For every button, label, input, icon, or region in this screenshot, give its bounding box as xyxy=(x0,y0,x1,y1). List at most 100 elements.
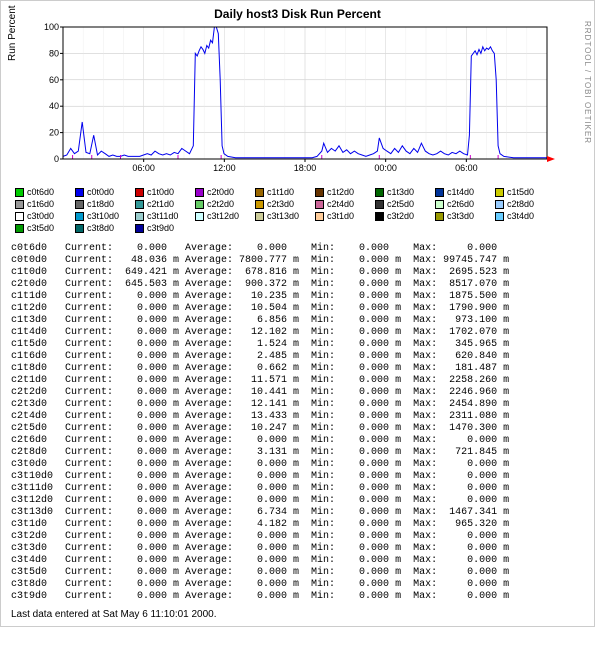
legend-label: c1t0d0 xyxy=(147,187,174,197)
legend-swatch xyxy=(195,188,204,197)
legend-label: c3t11d0 xyxy=(147,211,178,221)
stats-table: c0t6d0 Current: 0.000 Average: 0.000 Min… xyxy=(11,243,594,603)
legend-item: c3t0d0 xyxy=(15,211,75,221)
legend-label: c3t3d0 xyxy=(447,211,474,221)
legend-item: c0t0d0 xyxy=(75,187,135,197)
legend-label: c3t0d0 xyxy=(27,211,54,221)
legend-swatch xyxy=(15,212,24,221)
legend-swatch xyxy=(15,188,24,197)
legend-item: c3t3d0 xyxy=(435,211,495,221)
y-axis-label: Run Percent xyxy=(7,5,18,61)
chart-area: 02040608010006:0012:0018:0000:0006:00 xyxy=(41,23,582,183)
legend-label: c3t8d0 xyxy=(87,223,114,233)
x-tick-label: 00:00 xyxy=(374,163,397,173)
x-tick-label: 12:00 xyxy=(213,163,236,173)
legend-label: c2t2d0 xyxy=(207,199,234,209)
legend-swatch xyxy=(495,212,504,221)
legend-label: c1t1d0 xyxy=(267,187,294,197)
legend-label: c2t8d0 xyxy=(507,199,534,209)
legend-item: c3t11d0 xyxy=(135,211,195,221)
legend-swatch xyxy=(495,188,504,197)
axis-arrow xyxy=(547,156,555,162)
legend-label: c2t4d0 xyxy=(327,199,354,209)
legend-swatch xyxy=(375,200,384,209)
legend-item: c0t6d0 xyxy=(15,187,75,197)
legend-item: c2t8d0 xyxy=(495,199,555,209)
legend-swatch xyxy=(375,188,384,197)
legend-label: c1t2d0 xyxy=(327,187,354,197)
legend-label: c1t4d0 xyxy=(447,187,474,197)
legend-label: c3t1d0 xyxy=(327,211,354,221)
legend-label: c3t12d0 xyxy=(207,211,239,221)
legend-item: c3t12d0 xyxy=(195,211,255,221)
x-tick-label: 06:00 xyxy=(132,163,155,173)
legend-item: c1t2d0 xyxy=(315,187,375,197)
legend-label: c3t5d0 xyxy=(27,223,54,233)
legend-item: c2t0d0 xyxy=(195,187,255,197)
watermark-text: RRDTOOL / TOBI OETIKER xyxy=(583,21,592,144)
legend-swatch xyxy=(75,224,84,233)
legend-item: c2t5d0 xyxy=(375,199,435,209)
chart-container: RRDTOOL / TOBI OETIKER Daily host3 Disk … xyxy=(0,0,595,627)
legend-label: c2t0d0 xyxy=(207,187,234,197)
legend-label: c3t10d0 xyxy=(87,211,119,221)
legend-label: c1t5d0 xyxy=(507,187,534,197)
legend-label: c2t3d0 xyxy=(267,199,294,209)
y-tick-label: 20 xyxy=(49,128,59,138)
legend-item: c1t5d0 xyxy=(495,187,555,197)
legend-swatch xyxy=(315,212,324,221)
legend-label: c2t5d0 xyxy=(387,199,414,209)
chart-title: Daily host3 Disk Run Percent xyxy=(1,1,594,23)
legend-swatch xyxy=(75,212,84,221)
y-tick-label: 60 xyxy=(49,75,59,85)
legend-swatch xyxy=(75,200,84,209)
legend-swatch xyxy=(315,200,324,209)
legend-item: c3t9d0 xyxy=(135,223,195,233)
legend-label: c2t1d0 xyxy=(147,199,174,209)
legend-item: c2t3d0 xyxy=(255,199,315,209)
y-tick-label: 100 xyxy=(44,23,59,32)
legend-swatch xyxy=(375,212,384,221)
legend-swatch xyxy=(435,200,444,209)
legend-item: c2t4d0 xyxy=(315,199,375,209)
footer-text: Last data entered at Sat May 6 11:10:01 … xyxy=(11,609,594,620)
legend-item: c1t6d0 xyxy=(15,199,75,209)
legend-swatch xyxy=(315,188,324,197)
legend-item: c3t2d0 xyxy=(375,211,435,221)
legend-swatch xyxy=(135,188,144,197)
legend-label: c3t4d0 xyxy=(507,211,534,221)
legend-item: c2t2d0 xyxy=(195,199,255,209)
y-tick-label: 80 xyxy=(49,48,59,58)
legend-item: c1t0d0 xyxy=(135,187,195,197)
legend-label: c3t2d0 xyxy=(387,211,414,221)
legend-item: c1t3d0 xyxy=(375,187,435,197)
legend-swatch xyxy=(255,200,264,209)
legend-swatch xyxy=(15,224,24,233)
legend-item: c1t4d0 xyxy=(435,187,495,197)
legend-label: c2t6d0 xyxy=(447,199,474,209)
x-tick-label: 18:00 xyxy=(294,163,317,173)
legend-swatch xyxy=(255,188,264,197)
legend-swatch xyxy=(255,212,264,221)
legend-item: c1t8d0 xyxy=(75,199,135,209)
legend-label: c0t6d0 xyxy=(27,187,54,197)
legend-label: c3t13d0 xyxy=(267,211,299,221)
legend-item: c3t8d0 xyxy=(75,223,135,233)
legend-swatch xyxy=(435,212,444,221)
legend: c0t6d0 c0t0d0 c1t0d0 c2t0d0 c1t1d0 c1t2d0 c1t3… xyxy=(15,187,584,235)
legend-swatch xyxy=(135,224,144,233)
legend-label: c1t3d0 xyxy=(387,187,414,197)
legend-item: c3t1d0 xyxy=(315,211,375,221)
legend-swatch xyxy=(135,200,144,209)
x-tick-label: 06:00 xyxy=(455,163,478,173)
legend-item: c3t5d0 xyxy=(15,223,75,233)
legend-item: c2t6d0 xyxy=(435,199,495,209)
legend-label: c0t0d0 xyxy=(87,187,114,197)
legend-item: c3t4d0 xyxy=(495,211,555,221)
y-tick-label: 0 xyxy=(54,154,59,164)
legend-label: c1t8d0 xyxy=(87,199,114,209)
legend-label: c1t6d0 xyxy=(27,199,54,209)
legend-swatch xyxy=(435,188,444,197)
legend-swatch xyxy=(75,188,84,197)
legend-swatch xyxy=(15,200,24,209)
